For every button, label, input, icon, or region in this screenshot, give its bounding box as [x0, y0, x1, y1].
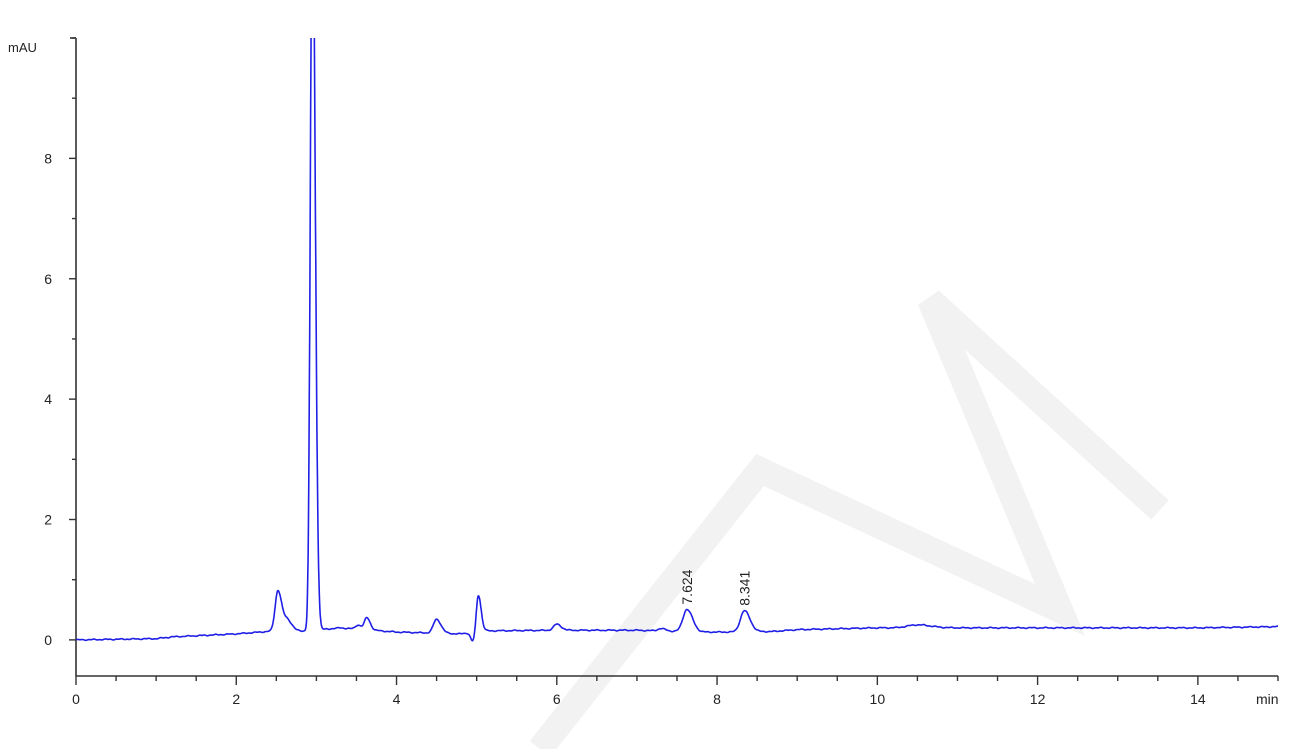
- peak-label: 8.341: [736, 571, 752, 606]
- x-tick-label: 12: [1030, 691, 1046, 707]
- x-tick-label: 6: [553, 691, 561, 707]
- x-tick-label: 2: [232, 691, 240, 707]
- y-tick-label: 6: [44, 271, 52, 287]
- x-tick-label: 4: [393, 691, 401, 707]
- x-axis-label: min: [1256, 691, 1279, 707]
- x-tick-label: 0: [72, 691, 80, 707]
- y-tick-label: 0: [44, 632, 52, 648]
- x-tick-label: 10: [870, 691, 886, 707]
- y-tick-label: 2: [44, 512, 52, 528]
- chromatogram-trace: [76, 38, 1278, 642]
- y-tick-label: 4: [44, 391, 52, 407]
- y-axis-label: mAU: [8, 40, 37, 55]
- x-tick-label: 8: [713, 691, 721, 707]
- watermark: [529, 290, 1169, 754]
- peak-label: 7.624: [679, 569, 695, 604]
- x-tick-label: 14: [1190, 691, 1206, 707]
- y-tick-label: 8: [44, 150, 52, 166]
